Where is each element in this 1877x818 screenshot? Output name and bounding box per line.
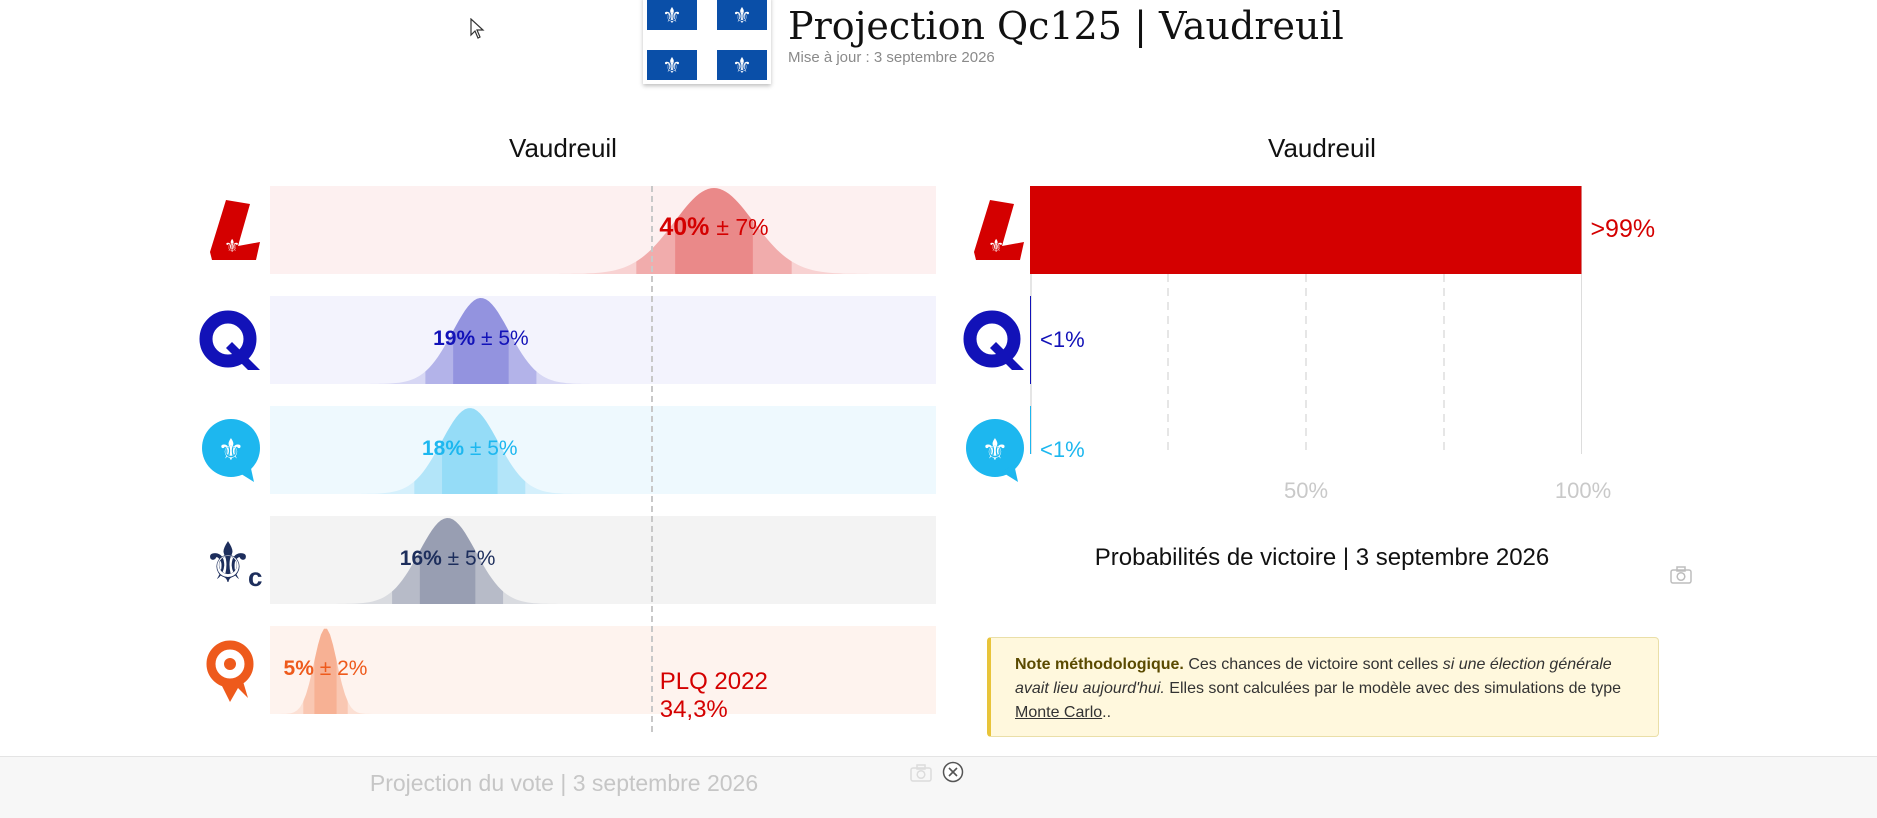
- vote-row-plq: [270, 186, 936, 274]
- vote-row-background: [270, 626, 936, 714]
- vote-label-pq: 19% ± 5%: [433, 327, 529, 350]
- vote-distribution-curve: [270, 298, 936, 384]
- last-updated: Mise à jour : 3 septembre 2026: [788, 49, 995, 66]
- vote-distribution-curve: [270, 628, 936, 714]
- win-value-pq: <1%: [1040, 327, 1085, 352]
- vote-row-background: [270, 296, 936, 384]
- win-bar-plq: [1030, 186, 1582, 274]
- vote-distribution-qs: [270, 626, 936, 714]
- vote-row-caq: [270, 406, 936, 494]
- svg-text:⚜: ⚜: [218, 433, 245, 468]
- svg-text:⚜: ⚜: [662, 4, 682, 29]
- methodology-note: Note méthodologique. Ces chances de vict…: [987, 637, 1659, 737]
- page-title: Projection Qc125 | Vaudreuil: [788, 4, 1344, 48]
- svg-text:c: c: [248, 562, 262, 592]
- vote-panel-title: Vaudreuil: [509, 133, 617, 163]
- note-end: ..: [1102, 704, 1112, 721]
- camera-icon[interactable]: [1670, 566, 1692, 584]
- pq-logo-icon: [963, 310, 1024, 370]
- vote-row-pcq: [270, 516, 936, 604]
- qs-logo-icon: [206, 640, 254, 702]
- vote-row-pq: [270, 296, 936, 384]
- svg-text:⚜: ⚜: [732, 54, 752, 79]
- svg-text:⚜: ⚜: [732, 4, 752, 29]
- vote-label-plq: 40% ± 7%: [659, 213, 769, 241]
- vote-distribution-plq: [270, 186, 936, 274]
- vote-row-background: [270, 186, 936, 274]
- svg-text:⚜: ⚜: [982, 433, 1009, 468]
- vote-distribution-caq: [270, 406, 936, 494]
- note-heading: Note méthodologique.: [1015, 656, 1184, 673]
- mouse-cursor-icon: [470, 18, 485, 39]
- win-bar-caq: [1030, 406, 1031, 454]
- reference-label-name: PLQ 2022: [659, 668, 768, 695]
- vote-row-qs: [270, 626, 936, 714]
- vote-distribution-curve: [270, 408, 936, 494]
- quebec-flag-icon: ⚜ ⚜ ⚜ ⚜: [643, 0, 771, 84]
- vote-distribution-pcq: [270, 516, 936, 604]
- vote-distribution-curve: [270, 188, 936, 274]
- camera-icon[interactable]: [910, 764, 932, 782]
- vote-row-background: [270, 406, 936, 494]
- pq-logo-icon: [199, 310, 260, 370]
- vote-label-qs: 5% ± 2%: [283, 657, 368, 680]
- svg-text:⚜: ⚜: [988, 236, 1004, 257]
- caq-logo-icon: ⚜: [966, 419, 1024, 482]
- close-icon[interactable]: [942, 761, 964, 783]
- pcq-logo-icon: ⚜ c: [203, 531, 263, 594]
- win-value-plq: >99%: [1590, 215, 1656, 243]
- x-tick-label: 100%: [1554, 478, 1612, 503]
- win-chart-caption: Probabilités de victoire | 3 septembre 2…: [1094, 544, 1550, 571]
- reference-label-value: 34,3%: [659, 696, 728, 723]
- plq-logo-icon: ⚜: [210, 200, 260, 260]
- vote-distribution-curve: [270, 518, 936, 604]
- plq-logo-icon: ⚜: [974, 200, 1024, 260]
- win-probability-chart: [1030, 186, 1582, 454]
- win-bar-pq: [1030, 296, 1031, 384]
- vote-chart-caption: Projection du vote | 3 septembre 2026: [369, 770, 759, 796]
- vote-label-caq: 18% ± 5%: [422, 437, 518, 460]
- note-text: Ces chances de victoire sont celles: [1188, 656, 1439, 673]
- note-italic: si une élection générale avait lieu aujo…: [1015, 656, 1612, 697]
- svg-text:⚜: ⚜: [224, 236, 240, 257]
- bottom-bar: [0, 756, 1877, 818]
- win-panel-title: Vaudreuil: [1268, 133, 1376, 163]
- svg-text:⚜: ⚜: [662, 54, 682, 79]
- x-tick-label: 50%: [1283, 478, 1329, 503]
- vote-label-pcq: 16% ± 5%: [399, 547, 496, 570]
- svg-text:⚜: ⚜: [203, 531, 253, 594]
- caq-logo-icon: ⚜: [202, 419, 260, 482]
- vote-distribution-pq: [270, 296, 936, 384]
- win-value-caq: <1%: [1040, 437, 1085, 462]
- note-text-2: Elles sont calculées par le modèle avec …: [1169, 680, 1622, 697]
- reference-line-plq-2022: [650, 186, 653, 732]
- confidence-band-inner: [314, 628, 337, 714]
- vote-row-background: [270, 516, 936, 604]
- monte-carlo-link[interactable]: Monte Carlo: [1015, 704, 1103, 721]
- reference-label: PLQ 2022 34,3%: [660, 668, 768, 724]
